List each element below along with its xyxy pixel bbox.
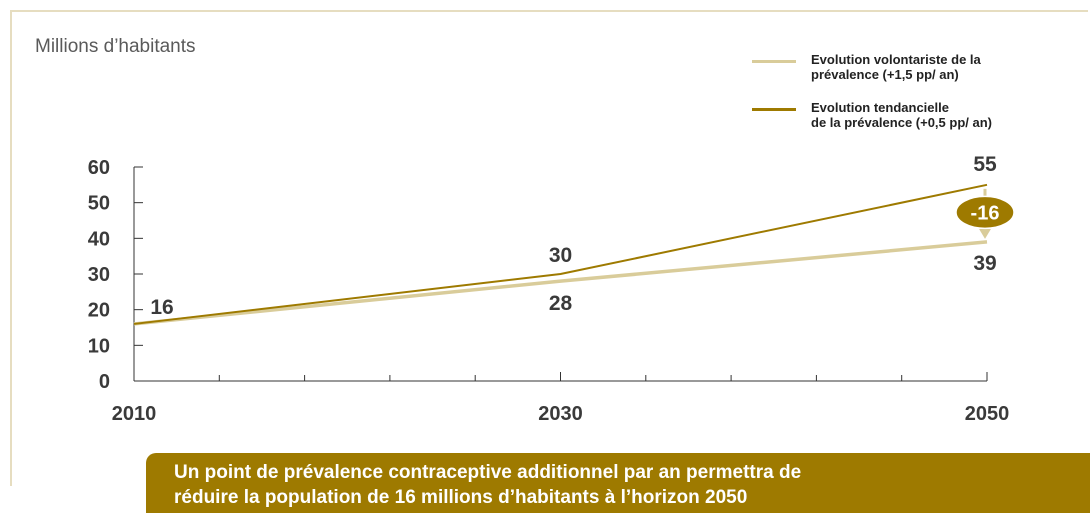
legend-swatch-tendancielle bbox=[752, 108, 796, 111]
data-label-2030-30: 30 bbox=[549, 244, 572, 267]
y-tick-label-60: 60 bbox=[88, 157, 110, 179]
y-tick-label-40: 40 bbox=[88, 228, 110, 250]
data-label-2010-16: 16 bbox=[150, 296, 173, 319]
data-label-2050-55: 55 bbox=[973, 153, 997, 176]
y-tick-label-20: 20 bbox=[88, 300, 110, 322]
legend-label-volontariste-line1: Evolution volontariste de la bbox=[811, 52, 981, 67]
y-tick-label-30: 30 bbox=[88, 264, 110, 286]
banner-line-2: réduire la population de 16 millions d’h… bbox=[174, 487, 748, 508]
data-label-2050-39: 39 bbox=[973, 252, 996, 275]
difference-arrow-head bbox=[979, 228, 991, 239]
x-tick-label-2050: 2050 bbox=[965, 403, 1010, 425]
chart-frame bbox=[10, 10, 1088, 486]
y-tick-label-10: 10 bbox=[88, 335, 110, 357]
legend-label-tendancielle-line2: de la prévalence (+0,5 pp/ an) bbox=[811, 115, 992, 130]
conclusion-banner: Un point de prévalence contraceptive add… bbox=[146, 453, 1090, 513]
legend-swatch-volontariste bbox=[752, 60, 796, 63]
data-label-2030-28: 28 bbox=[549, 292, 573, 315]
y-tick-label-50: 50 bbox=[88, 193, 110, 215]
legend-label-tendancielle: Evolution tendancielle de la prévalence … bbox=[811, 100, 1081, 130]
legend-label-tendancielle-line1: Evolution tendancielle bbox=[811, 100, 949, 115]
y-axis-label: Millions d’habitants bbox=[35, 36, 196, 57]
banner-line-1: Un point de prévalence contraceptive add… bbox=[174, 462, 802, 483]
legend-label-volontariste: Evolution volontariste de la prévalence … bbox=[811, 52, 1081, 82]
y-tick-label-0: 0 bbox=[99, 371, 110, 393]
x-tick-label-2030: 2030 bbox=[538, 403, 583, 425]
x-tick-label-2010: 2010 bbox=[112, 403, 157, 425]
difference-badge-label: -16 bbox=[971, 202, 1000, 224]
difference-badge bbox=[955, 195, 1015, 230]
series-line-tendancielle bbox=[133, 183, 988, 325]
legend-label-volontariste-line2: prévalence (+1,5 pp/ an) bbox=[811, 67, 959, 82]
series-line-volontariste bbox=[133, 240, 988, 326]
